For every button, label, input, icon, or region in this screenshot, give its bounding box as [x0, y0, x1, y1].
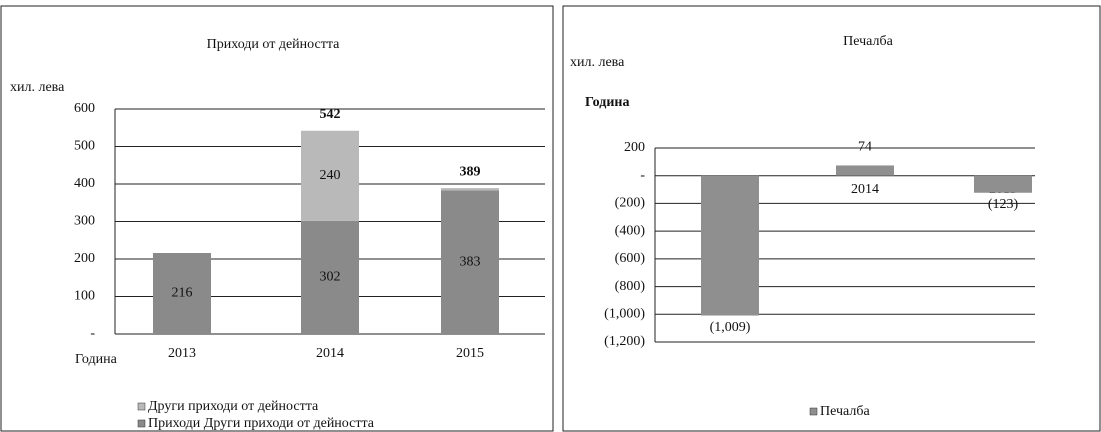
- bar: [441, 190, 499, 334]
- y-tick-label: (600): [615, 251, 646, 266]
- data-label: 302: [320, 270, 341, 285]
- x-axis-label: Година: [75, 352, 118, 367]
- legend-label: Други приходи от дейността: [148, 399, 319, 414]
- y-tick-label: (1,000): [604, 307, 645, 322]
- y-tick-label: (200): [615, 196, 646, 211]
- y-tick-label: 500: [74, 139, 95, 154]
- bar: [441, 188, 499, 191]
- x-tick-label: 2013: [168, 346, 196, 361]
- legend-label: Приходи Други приходи от дейността: [148, 416, 375, 431]
- data-label: (123): [988, 197, 1019, 212]
- data-label: 240: [320, 168, 341, 183]
- legend-label: Печалба: [820, 404, 870, 419]
- y-axis-label: хил. лева: [570, 55, 625, 70]
- y-tick-label: 200: [624, 140, 645, 155]
- y-axis-label: хил. лева: [10, 80, 65, 95]
- data-label: 74: [858, 140, 872, 155]
- total-label: 542: [320, 107, 341, 122]
- bar: [301, 130, 359, 221]
- y-tick-label: 600: [74, 101, 95, 116]
- y-tick-label: (400): [615, 223, 646, 238]
- y-tick-label: -: [640, 168, 645, 183]
- left-panel: [0, 5, 554, 432]
- y-tick-label: 300: [74, 214, 95, 229]
- bar: [974, 175, 1032, 193]
- data-label: 216: [172, 286, 193, 301]
- y-tick-label: 400: [74, 176, 95, 191]
- y-tick-label: 100: [74, 289, 95, 304]
- y-tick-label: 200: [74, 251, 95, 266]
- y-tick-label: -: [90, 326, 95, 341]
- bar: [301, 220, 359, 334]
- data-label: 383: [460, 254, 481, 269]
- bar: [836, 165, 894, 176]
- y-tick-label: (800): [615, 279, 646, 294]
- x-axis-label: Година: [585, 95, 630, 110]
- y-tick-label: (1,200): [604, 334, 645, 349]
- legend-swatch: [137, 419, 146, 428]
- bar: [701, 175, 759, 316]
- bar: [153, 253, 211, 334]
- total-label: 389: [460, 164, 481, 179]
- chart-title: Приходи от дейността: [207, 37, 341, 52]
- chart-title: Печалба: [843, 34, 893, 49]
- legend-swatch: [137, 402, 146, 411]
- x-tick-label: 2014: [851, 182, 879, 197]
- x-tick-label: 2014: [316, 346, 344, 361]
- data-label: (1,009): [710, 320, 751, 335]
- x-tick-label: 2015: [456, 346, 484, 361]
- right-panel: [562, 5, 1101, 432]
- legend-swatch: [809, 407, 818, 416]
